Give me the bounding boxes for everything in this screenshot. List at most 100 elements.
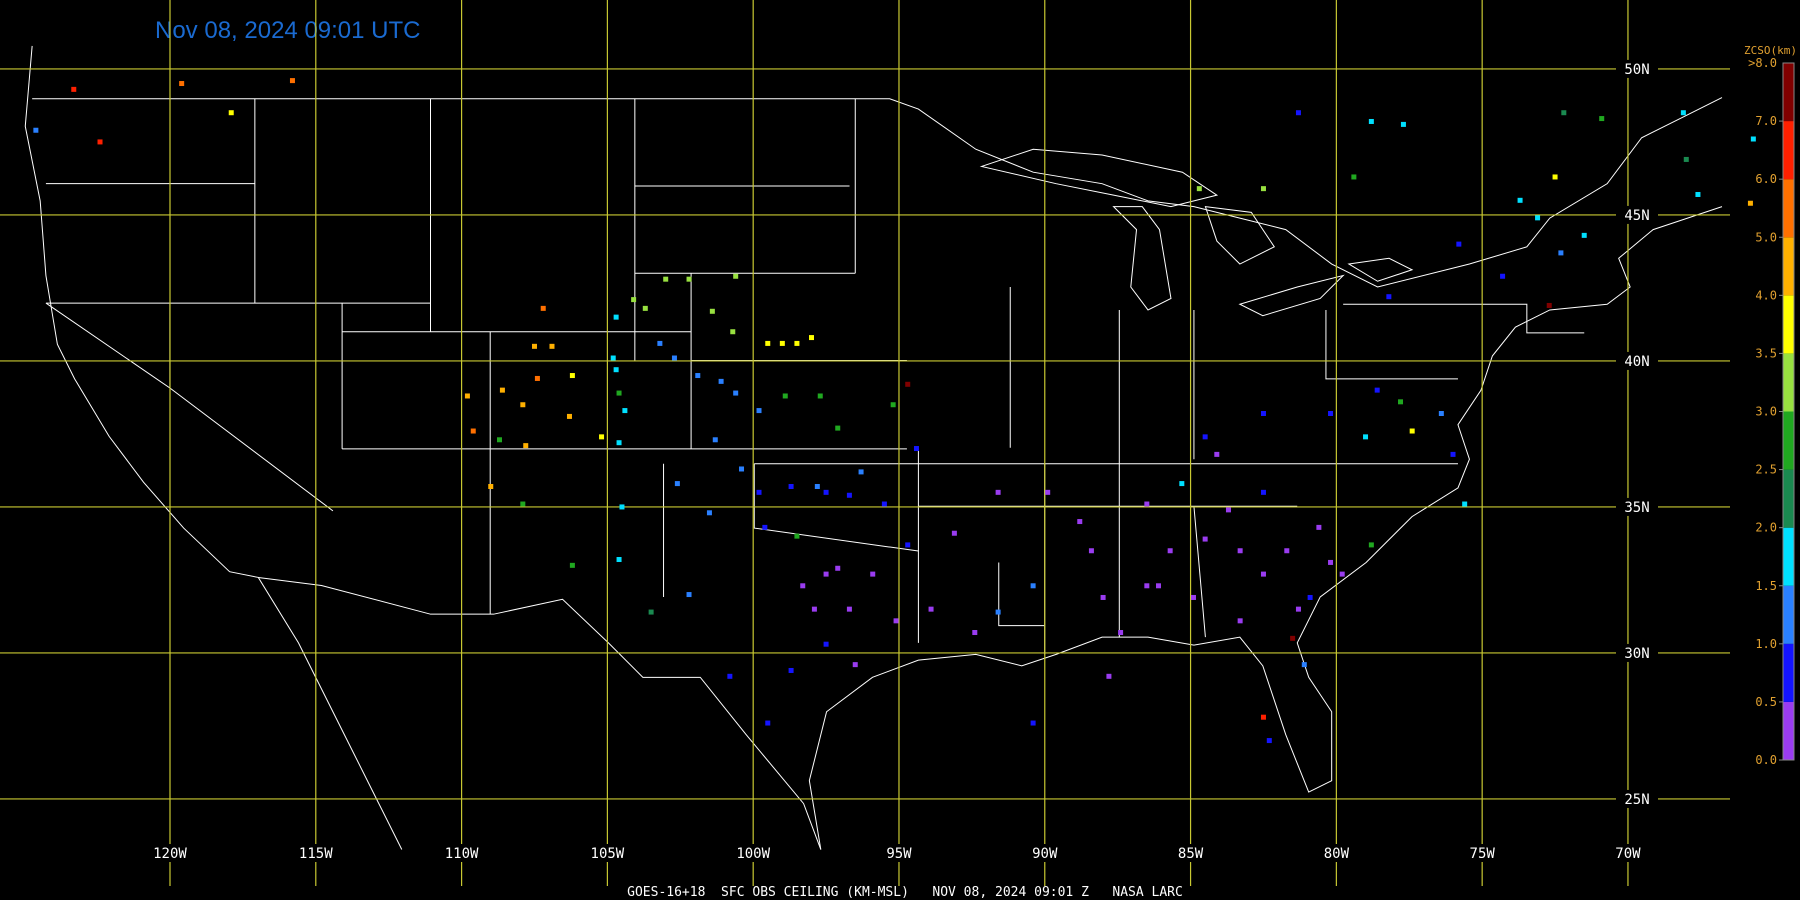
station (712, 437, 718, 443)
colorbar-band (1783, 411, 1794, 470)
station (464, 393, 470, 399)
station (1363, 434, 1369, 440)
longitude-label: 90W (1032, 846, 1058, 862)
longitude-label: 95W (886, 846, 912, 862)
colorbar-band (1783, 63, 1794, 122)
station (1260, 410, 1266, 416)
colorbar-top-label: >8.0 (1748, 56, 1777, 70)
colorbar-band (1783, 643, 1794, 702)
great-lakes (982, 149, 1413, 315)
gulf-coast (809, 207, 1722, 850)
station (794, 533, 800, 539)
station (1398, 399, 1404, 405)
station (695, 373, 701, 379)
label-bg (439, 844, 484, 862)
station (727, 673, 733, 679)
station (523, 443, 529, 449)
colorbar-band (1783, 237, 1794, 296)
boundaries (25, 46, 1722, 850)
colorbar-label: 1.5 (1755, 579, 1777, 593)
label-bg (293, 844, 338, 862)
station (470, 428, 476, 434)
station (881, 501, 887, 507)
station (1030, 720, 1036, 726)
station (794, 340, 800, 346)
label-bg (1022, 844, 1067, 862)
colorbar-label: 0.5 (1755, 695, 1777, 709)
station (549, 343, 555, 349)
station (1581, 232, 1587, 238)
station (648, 609, 654, 615)
station (709, 308, 715, 314)
station (951, 530, 957, 536)
station (1517, 197, 1523, 203)
station (33, 127, 39, 133)
label-bg (731, 844, 776, 862)
station (616, 440, 622, 446)
longitude-label: 85W (1178, 846, 1204, 862)
station (1328, 410, 1334, 416)
station (913, 446, 919, 452)
station (1295, 110, 1301, 116)
station (730, 329, 736, 335)
mexico-border (258, 577, 821, 849)
station (823, 571, 829, 577)
station (179, 81, 185, 87)
station (1144, 583, 1150, 589)
station (1599, 116, 1605, 122)
latitude-label: 50N (1624, 62, 1649, 78)
station (1284, 548, 1290, 554)
longitude-label: 110W (445, 846, 479, 862)
station (1196, 186, 1202, 192)
station (718, 378, 724, 384)
map-title: Nov 08, 2024 09:01 UTC (155, 17, 421, 44)
station (1750, 136, 1756, 142)
station (972, 630, 978, 636)
station (1462, 501, 1468, 507)
label-bg (1314, 844, 1359, 862)
station (540, 305, 546, 311)
station (1179, 481, 1185, 487)
station (1077, 519, 1083, 525)
station (1307, 594, 1313, 600)
label-bg (1168, 844, 1213, 862)
colorbar-band (1783, 353, 1794, 412)
label-bg (1616, 789, 1658, 808)
station (496, 437, 502, 443)
station (1202, 434, 1208, 440)
station (835, 425, 841, 431)
station (1561, 110, 1567, 116)
station (995, 609, 1001, 615)
station (622, 408, 628, 414)
station (1400, 121, 1406, 127)
colorbar-label: 0.0 (1755, 753, 1777, 767)
station (788, 484, 794, 490)
station (1202, 536, 1208, 542)
colorbar-band (1783, 121, 1794, 180)
latitude-label: 40N (1624, 354, 1649, 370)
colorbar-label: 7.0 (1755, 114, 1777, 128)
colorbar-band (1783, 179, 1794, 238)
station (531, 343, 537, 349)
station (905, 381, 911, 387)
station (756, 408, 762, 414)
colorbar-band (1783, 295, 1794, 354)
longitude-label: 100W (736, 846, 770, 862)
colorbar-band (1783, 701, 1794, 760)
station (663, 276, 669, 282)
station (1339, 571, 1345, 577)
station (1144, 501, 1150, 507)
label-bg (1616, 59, 1658, 78)
station (1167, 548, 1173, 554)
station (733, 273, 739, 279)
colorbar-label: 3.0 (1755, 405, 1777, 419)
longitude-label: 75W (1470, 846, 1496, 862)
station (1351, 174, 1357, 180)
station (1260, 186, 1266, 192)
station (852, 662, 858, 668)
station (779, 340, 785, 346)
latitude-label: 45N (1624, 208, 1649, 224)
station (1237, 618, 1243, 624)
station (1237, 548, 1243, 554)
